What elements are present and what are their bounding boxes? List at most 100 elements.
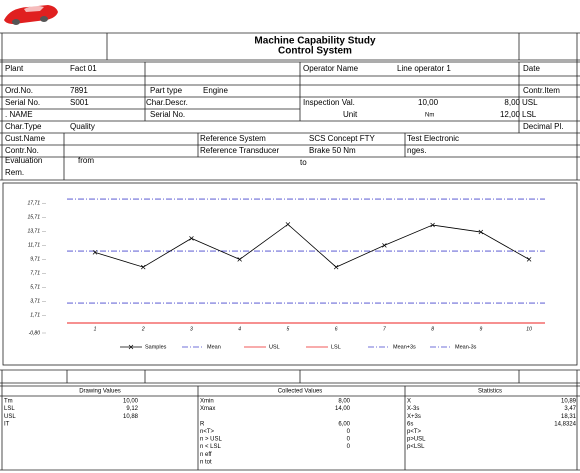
table-value: 10,00	[123, 399, 139, 405]
table-label: X	[407, 399, 411, 405]
sample-marker	[92, 250, 98, 255]
table-label: LSL	[4, 406, 15, 412]
x-tick-label: 2	[141, 326, 145, 332]
table-label: X+3s	[407, 414, 421, 420]
form-text: SCS Concept FTY	[309, 134, 375, 143]
sample-marker	[382, 243, 387, 248]
x-tick-label: 3	[190, 326, 193, 332]
sample-marker	[285, 222, 291, 227]
form-text: Ord.No.	[5, 86, 33, 95]
form-text: Inspection Val.	[303, 98, 355, 107]
table-value: 0	[347, 429, 351, 435]
y-tick-label: 1,71	[30, 313, 40, 319]
form-text: . NAME	[5, 110, 33, 119]
form-borders	[0, 32, 580, 471]
form-text: USL	[522, 98, 538, 107]
form-text: to	[300, 158, 307, 167]
y-tick-label: 15,71	[27, 215, 40, 221]
legend-label: USL	[269, 344, 280, 350]
y-tick-label: 13,71	[27, 229, 40, 235]
form-text: 7891	[70, 86, 88, 95]
y-tick-label: 7,71	[30, 271, 40, 277]
form-text: Date	[523, 64, 540, 73]
x-tick-label: 10	[526, 326, 532, 332]
table-label: p<T>	[407, 429, 422, 435]
table-value: 10,89	[561, 399, 577, 405]
form-text: Part type	[150, 86, 183, 95]
sample-marker	[526, 257, 532, 262]
title: Machine Capability Study	[254, 36, 376, 47]
form-text: from	[78, 156, 94, 165]
table-label: R	[200, 421, 205, 427]
form-text: Plant	[5, 64, 24, 73]
table-value: 18,31	[561, 414, 577, 420]
table-value: 14,00	[335, 406, 351, 412]
form-text: 8,00	[504, 98, 520, 107]
table-value: 0	[347, 444, 351, 450]
sample-marker	[430, 222, 435, 228]
sample-marker	[140, 264, 146, 270]
table-label: n eff	[200, 452, 212, 458]
form-text: Brake 50 Nm	[309, 146, 356, 155]
x-tick-label: 6	[335, 326, 338, 332]
series-line	[94, 223, 530, 268]
table-label: n < LSL	[200, 444, 222, 450]
form-text: Engine	[203, 86, 228, 95]
form-text: Serial No.	[150, 110, 185, 119]
table-label: Tm	[4, 399, 13, 405]
table-value: 14,8324	[554, 421, 576, 427]
legend-label: Samples	[145, 344, 167, 350]
table-label: 6s	[407, 421, 413, 427]
form-text: Line operator 1	[397, 64, 451, 73]
subtitle: Control System	[278, 46, 352, 57]
table-label: p<LSL	[407, 444, 425, 450]
logo	[4, 5, 58, 25]
form-text: Nm	[425, 113, 434, 119]
table-label: n tot	[200, 459, 212, 465]
legend-label: Mean-3s	[455, 344, 477, 350]
form-text: 12,00	[500, 110, 521, 119]
x-tick-label: 9	[479, 326, 482, 332]
table-header: Drawing Values	[79, 389, 121, 395]
form-text: Quality	[70, 122, 95, 131]
form-text: Unit	[343, 110, 358, 119]
table-label: n<T>	[200, 429, 215, 435]
form-text: Rem.	[5, 168, 24, 177]
table-value: 0	[347, 437, 351, 443]
x-tick-label: 7	[383, 326, 386, 332]
x-tick-label: 8	[431, 326, 434, 332]
table-label: p>USL	[407, 437, 426, 443]
legend-label: LSL	[331, 344, 341, 350]
legend-label: Mean	[207, 344, 221, 350]
table-label: X-3s	[407, 406, 419, 412]
table-label: IT	[4, 421, 10, 427]
legend-marker	[128, 344, 134, 350]
form-text: Decimal Pl.	[523, 122, 563, 131]
legend-label: Mean+3s	[393, 344, 416, 350]
form-text: Reference System	[200, 134, 266, 143]
sample-marker	[333, 264, 339, 270]
table-header: Statistics	[478, 389, 502, 395]
sample-marker	[189, 236, 194, 241]
table-value: 10,88	[123, 414, 139, 420]
form-text: nges.	[407, 146, 427, 155]
form-text: Reference Transducer	[200, 146, 279, 155]
table-value: 9,12	[126, 406, 138, 412]
sample-marker	[478, 229, 484, 235]
table-value: 8,00	[338, 399, 350, 405]
form-text: Char.Type	[5, 122, 42, 131]
form-text: Operator Name	[303, 64, 359, 73]
y-tick-label: 17,71	[27, 201, 40, 207]
form-text: S001	[70, 98, 89, 107]
table-label: Xmax	[200, 406, 215, 412]
form-text: Cust.Name	[5, 134, 46, 143]
table-label: USL	[4, 414, 16, 420]
sample-marker	[237, 257, 242, 262]
form-text: Serial No.	[5, 98, 40, 107]
table-label: Xmin	[200, 399, 214, 405]
y-tick-label: -0,80	[29, 330, 41, 336]
y-tick-label: 5,71	[30, 285, 40, 291]
y-tick-label: 9,71	[30, 257, 40, 263]
form-text: Test Electronic	[407, 134, 459, 143]
table-value: 3,47	[564, 406, 576, 412]
